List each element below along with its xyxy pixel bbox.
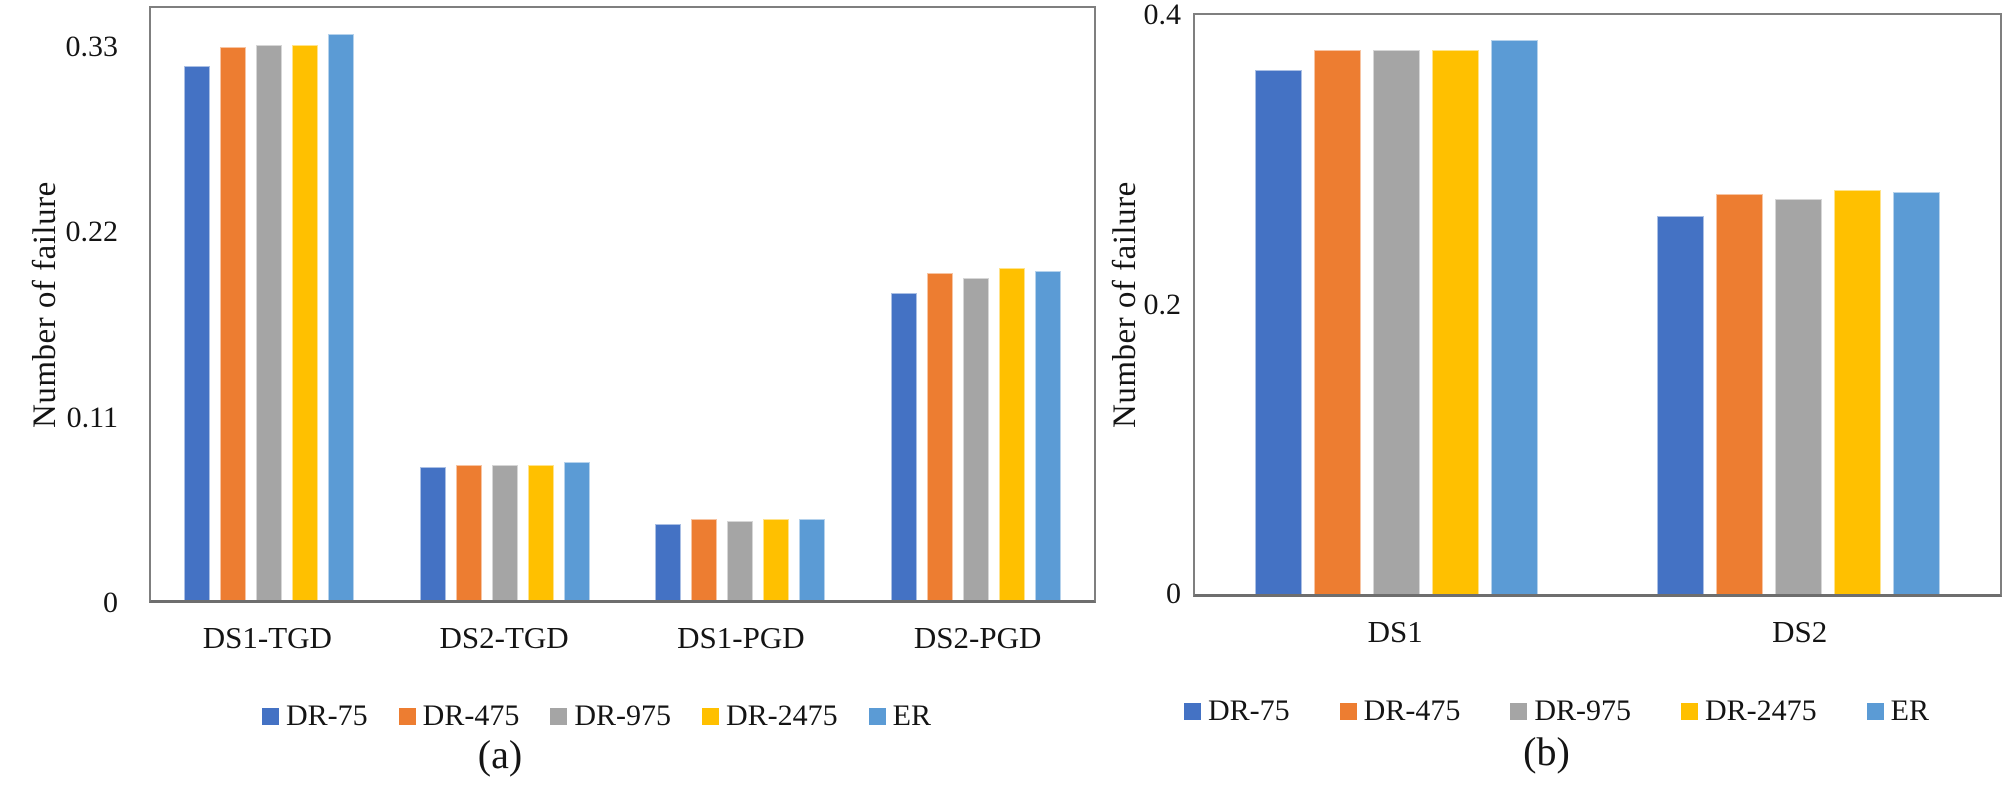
y-axis-title: Number of failure (27, 181, 63, 428)
x-axis-category-labels: DS1-TGD DS2-TGD DS1-PGD DS2-PGD (149, 620, 1096, 656)
legend-label-DR-2475: DR-2475 (1705, 694, 1817, 727)
legend-label-DR-975: DR-975 (574, 699, 671, 732)
legend-swatch-DR-475 (1339, 702, 1357, 720)
bar-group-DS2 (1598, 15, 2001, 594)
legend-label-DR-75: DR-75 (1207, 694, 1290, 727)
legend-swatch-DR-2475 (1681, 702, 1698, 720)
legend-swatch-ER (868, 707, 886, 725)
y-tick-label-0: 0 (103, 586, 118, 619)
bar-DR-2475-DS1 (1431, 50, 1479, 594)
bar-ER-DS2 (1893, 192, 1941, 594)
bar-DR-75-DS2 (1657, 216, 1705, 594)
legend-swatch-DR-75 (1183, 702, 1201, 720)
legend-item-DR-75: DR-75 (261, 699, 368, 733)
bar-ER-DS1-TGD (327, 34, 354, 600)
panel-caption: (b) (1523, 729, 1570, 774)
bar-group-DS2-TGD (387, 8, 623, 600)
bar-group-DS1 (1195, 15, 1598, 594)
bars-layer (1195, 15, 2000, 594)
bar-group-DS1-TGD (151, 8, 387, 600)
legend-item-ER: ER (868, 699, 932, 733)
bar-ER-DS1-PGD (799, 519, 826, 600)
legend-swatch-ER (1866, 702, 1884, 720)
legend-item-DR-975: DR-975 (550, 699, 671, 733)
bars-layer (151, 8, 1094, 600)
bar-ER-DS2-TGD (563, 462, 590, 600)
bar-DR-475-DS2 (1716, 194, 1764, 594)
legend-item-DR-975: DR-975 (1510, 694, 1631, 728)
x-category-label-DS2: DS2 (1772, 614, 1828, 649)
bar-DR-975-DS1-PGD (727, 521, 754, 600)
legend-label-DR-975: DR-975 (1534, 694, 1631, 727)
legend-swatch-DR-75 (261, 707, 279, 725)
bar-DR-975-DS2-PGD (963, 278, 990, 600)
chart-panel-a: Number of failure 0 0.11 0.22 0.33 DS1-TGD D… (0, 6, 1105, 777)
bar-ER-DS1 (1490, 40, 1538, 594)
bar-DR-975-DS2-TGD (491, 465, 518, 600)
bar-DR-2475-DS2-TGD (527, 465, 554, 600)
bar-DR-975-DS2 (1775, 199, 1823, 594)
legend-item-DR-75: DR-75 (1183, 694, 1290, 728)
legend-label-ER: ER (1890, 694, 1930, 727)
plot-area (149, 6, 1096, 603)
x-axis-category-labels: DS1 DS2 (1193, 614, 2002, 650)
legend-swatch-DR-2475 (702, 707, 719, 725)
legend-swatch-DR-975 (550, 707, 568, 725)
bar-DR-475-DS2-TGD (455, 465, 482, 600)
y-tick-label-0: 0 (1166, 577, 1181, 610)
bar-group-DS2-PGD (858, 8, 1094, 600)
bar-DR-2475-DS2-PGD (999, 268, 1026, 600)
bar-DR-75-DS1-TGD (183, 66, 210, 600)
y-tick-label-0.22: 0.22 (65, 215, 119, 249)
legend: DR-75 DR-475 DR-975 DR-2475 ER (0, 699, 1105, 733)
legend: DR-75 DR-475 DR-975 DR-2475 ER (1105, 694, 2008, 728)
legend-label-DR-2475: DR-2475 (726, 699, 838, 732)
legend-swatch-DR-975 (1510, 702, 1528, 720)
y-tick-label-0.4: 0.4 (1143, 0, 1182, 31)
x-category-label-DS2-TGD: DS2-TGD (439, 620, 569, 655)
x-category-label-DS1-TGD: DS1-TGD (202, 620, 332, 655)
legend-item-ER: ER (1866, 694, 1930, 728)
bar-DR-75-DS1 (1254, 70, 1302, 594)
bar-ER-DS2-PGD (1035, 271, 1062, 600)
bar-DR-475-DS1 (1313, 50, 1361, 594)
bar-DR-2475-DS1-TGD (291, 45, 318, 600)
bar-DR-975-DS1 (1372, 50, 1420, 594)
chart-panel-b: Number of failure 0 0.2 0.4 DS1 DS2 DR-75 DR… (1105, 0, 2008, 788)
legend-swatch-DR-475 (398, 707, 416, 725)
legend-item-DR-475: DR-475 (398, 699, 520, 733)
legend-label-DR-75: DR-75 (285, 699, 368, 732)
bar-DR-475-DS2-PGD (927, 273, 954, 600)
y-tick-label-0.11: 0.11 (66, 400, 118, 434)
y-tick-label-0.2: 0.2 (1143, 287, 1182, 321)
bar-DR-475-DS1-TGD (219, 47, 246, 600)
bar-DR-975-DS1-TGD (255, 45, 282, 600)
bar-DR-75-DS2-PGD (891, 293, 918, 600)
bar-DR-2475-DS2 (1834, 190, 1882, 594)
bar-DR-475-DS1-PGD (691, 519, 718, 600)
bar-DR-2475-DS1-PGD (763, 519, 790, 600)
plot-area (1193, 13, 2002, 597)
y-tick-label-0.33: 0.33 (65, 29, 119, 63)
x-category-label-DS1-PGD: DS1-PGD (677, 620, 805, 655)
x-category-label-DS1: DS1 (1367, 614, 1423, 649)
panel-caption: (a) (477, 732, 523, 777)
bar-group-DS1-PGD (623, 8, 859, 600)
legend-label-DR-475: DR-475 (1363, 694, 1461, 727)
legend-item-DR-2475: DR-2475 (702, 699, 838, 733)
legend-item-DR-2475: DR-2475 (1681, 694, 1817, 728)
bar-DR-75-DS2-TGD (419, 467, 446, 600)
legend-item-DR-475: DR-475 (1339, 694, 1461, 728)
legend-label-DR-475: DR-475 (422, 699, 520, 732)
x-category-label-DS2-PGD: DS2-PGD (913, 620, 1042, 655)
legend-label-ER: ER (892, 699, 932, 732)
bar-DR-75-DS1-PGD (655, 524, 682, 600)
